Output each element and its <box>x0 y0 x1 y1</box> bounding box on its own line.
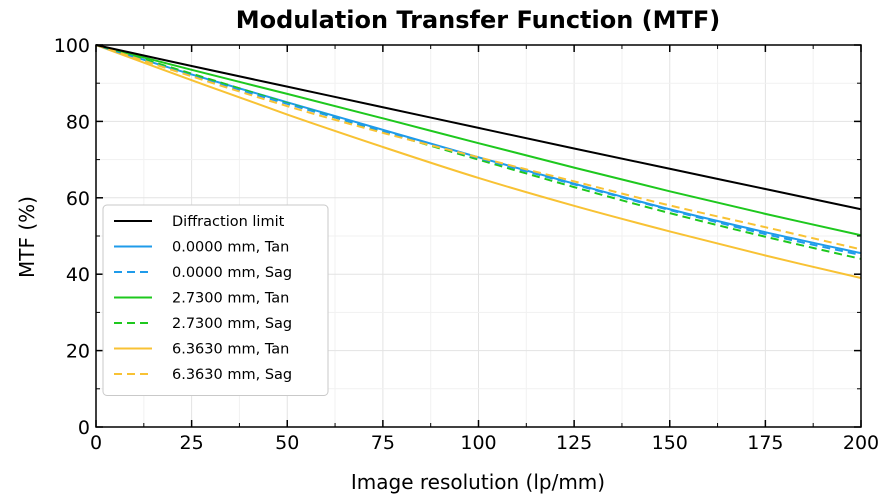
x-tick-label: 100 <box>460 432 496 454</box>
x-axis-label: Image resolution (lp/mm) <box>351 470 605 494</box>
x-tick-label: 175 <box>747 432 783 454</box>
y-tick-label: 20 <box>66 341 90 363</box>
y-tick-label: 0 <box>78 417 90 439</box>
tick-labels: 0 25 50 75 100 125 150 175 200 0 20 40 60 80 100 <box>54 35 879 454</box>
series-line <box>95 44 862 260</box>
y-tick-label: 100 <box>54 35 90 57</box>
series-line <box>95 44 862 279</box>
x-tick-label: 200 <box>843 432 879 454</box>
legend-label: 2.7300 mm, Sag <box>172 316 292 332</box>
series-layer <box>95 44 862 279</box>
x-tick-label: 50 <box>275 432 299 454</box>
legend-box <box>102 204 329 396</box>
legend-label: 2.7300 mm, Tan <box>172 291 289 307</box>
x-tick-label: 0 <box>90 432 102 454</box>
series-line <box>95 44 862 237</box>
legend-label: 6.3630 mm, Sag <box>172 367 292 383</box>
legend-label: 0.0000 mm, Tan <box>172 240 289 256</box>
legend-label: 6.3630 mm, Tan <box>172 342 289 358</box>
legend-label: 0.0000 mm, Sag <box>172 265 292 281</box>
series-line <box>95 44 862 257</box>
ticks <box>95 44 862 428</box>
y-tick-label: 60 <box>66 188 90 210</box>
y-tick-label: 80 <box>66 111 90 133</box>
series-line <box>95 44 862 251</box>
x-tick-label: 75 <box>371 432 395 454</box>
x-tick-label: 25 <box>180 432 204 454</box>
x-tick-label: 125 <box>556 432 592 454</box>
legend: Diffraction limit 0.0000 mm, Tan 0.0000 mm… <box>102 204 329 396</box>
x-tick-label: 150 <box>652 432 688 454</box>
chart-title: Modulation Transfer Function (MTF) <box>236 6 721 34</box>
y-tick-label: 40 <box>66 264 90 286</box>
legend-label: Diffraction limit <box>172 214 285 230</box>
series-line <box>95 44 862 211</box>
y-axis-label: MTF (%) <box>15 196 39 278</box>
